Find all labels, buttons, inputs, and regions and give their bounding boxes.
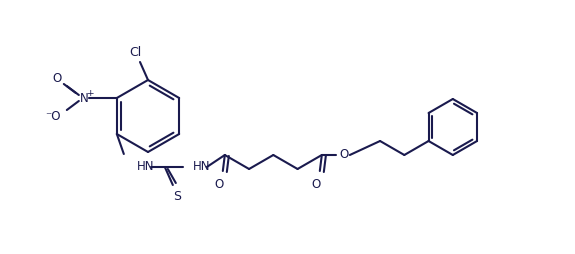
Text: Cl: Cl — [129, 45, 141, 58]
Text: HN: HN — [193, 161, 210, 173]
Text: O: O — [214, 178, 224, 190]
Text: O: O — [339, 149, 348, 162]
Text: +: + — [86, 89, 94, 99]
Text: N: N — [79, 91, 88, 104]
Text: O: O — [52, 72, 62, 86]
Text: S: S — [173, 190, 181, 203]
Text: HN: HN — [137, 161, 154, 173]
Text: ⁻O: ⁻O — [45, 110, 60, 123]
Text: O: O — [311, 178, 320, 190]
